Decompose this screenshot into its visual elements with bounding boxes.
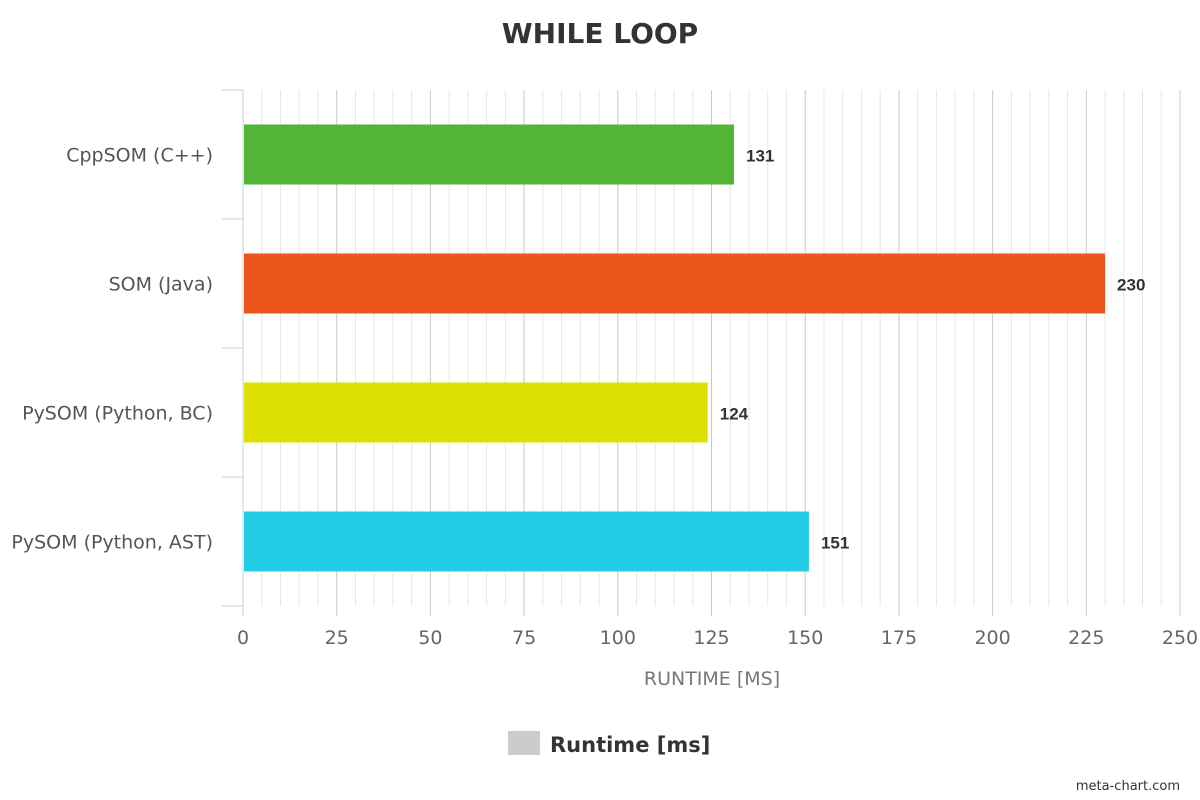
x-tick-label: 175: [881, 627, 917, 649]
legend[interactable]: Runtime [ms]: [508, 731, 710, 757]
x-axis-title: RUNTIME [MS]: [644, 668, 780, 690]
x-tick-label: 0: [237, 627, 249, 649]
x-tick-label: 200: [974, 627, 1010, 649]
bar[interactable]: [244, 253, 1106, 314]
category-label: CppSOM (C++): [66, 145, 213, 167]
bar[interactable]: [244, 124, 734, 185]
x-tick-label: 75: [512, 627, 536, 649]
legend-label: Runtime [ms]: [550, 733, 710, 757]
x-tick-labels: 0 25 50 75 100 125 150 175 200 225 250: [237, 627, 1198, 649]
category-label: PySOM (Python, BC): [22, 403, 213, 425]
x-tick-label: 250: [1162, 627, 1198, 649]
category-label: PySOM (Python, AST): [11, 532, 213, 554]
category-separators: [222, 89, 243, 607]
bars: [244, 124, 1106, 572]
credit-link[interactable]: meta-chart.com: [1076, 779, 1180, 794]
data-label: 131: [746, 147, 774, 166]
x-tick-label: 225: [1068, 627, 1104, 649]
category-labels: CppSOM (C++) SOM (Java) PySOM (Python, BC)…: [11, 145, 213, 554]
data-label: 230: [1117, 276, 1145, 295]
data-labels: 131 230 124 151: [720, 147, 1146, 553]
legend-swatch: [508, 731, 540, 755]
x-tick-label: 125: [693, 627, 729, 649]
chart-title: WHILE LOOP: [502, 17, 698, 50]
data-label: 124: [720, 405, 749, 424]
data-label: 151: [821, 534, 849, 553]
x-tick-label: 25: [325, 627, 349, 649]
category-label: SOM (Java): [109, 274, 213, 296]
x-tick-label: 50: [418, 627, 442, 649]
bar[interactable]: [244, 382, 708, 443]
x-tick-label: 100: [600, 627, 636, 649]
bar[interactable]: [244, 511, 809, 572]
x-tick-label: 150: [787, 627, 823, 649]
